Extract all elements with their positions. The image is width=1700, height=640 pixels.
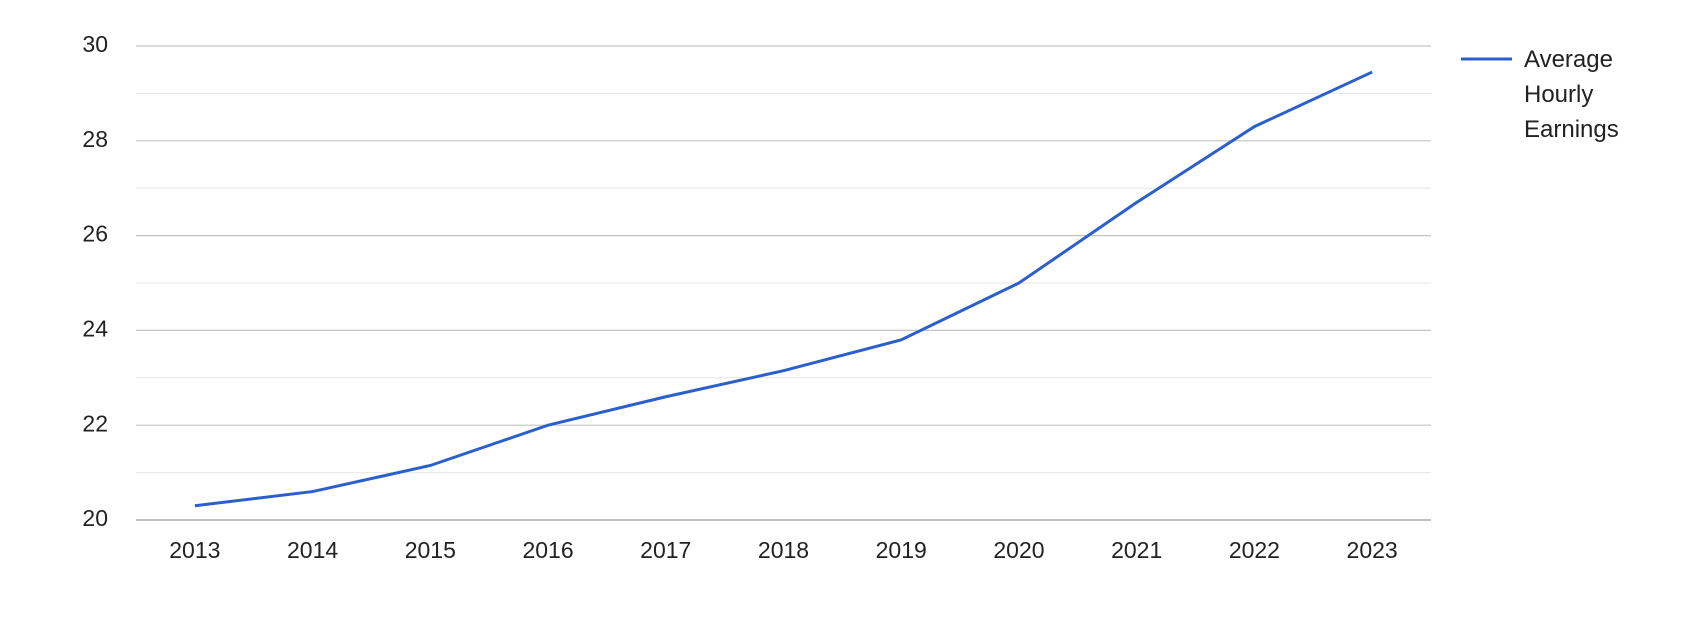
series-line: [194, 70, 1373, 508]
x-tick-label: 2015: [405, 537, 456, 563]
x-tick-label: 2016: [522, 537, 573, 563]
legend-label: Average Hourly Earnings: [1524, 46, 1619, 143]
x-tick-label: 2017: [640, 537, 691, 563]
y-tick-label: 30: [82, 31, 108, 57]
y-tick-label: 24: [82, 315, 108, 341]
x-tick-label: 2018: [758, 537, 809, 563]
y-tick-label: 28: [82, 126, 108, 152]
x-tick-label: 2023: [1347, 537, 1398, 563]
x-tick-label: 2014: [287, 537, 338, 563]
y-tick-label: 22: [82, 410, 108, 436]
y-tick-label: 26: [82, 221, 108, 247]
x-tick-label: 2019: [876, 537, 927, 563]
x-tick-label: 2021: [1111, 537, 1162, 563]
y-tick-label: 20: [82, 505, 108, 531]
x-tick-label: 2022: [1229, 537, 1280, 563]
x-tick-label: 2020: [993, 537, 1044, 563]
x-tick-label: 2013: [169, 537, 220, 563]
